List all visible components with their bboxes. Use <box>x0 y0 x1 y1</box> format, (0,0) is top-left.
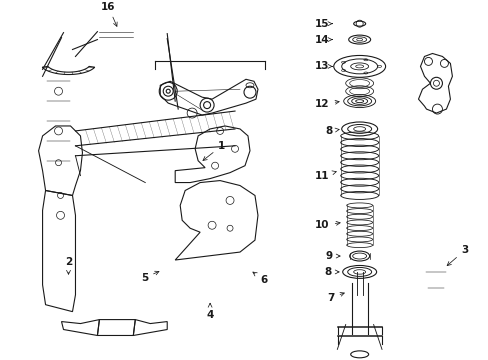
Text: 13: 13 <box>315 62 332 71</box>
Text: 12: 12 <box>315 99 339 109</box>
Text: 11: 11 <box>315 171 336 181</box>
Text: 10: 10 <box>315 220 340 230</box>
Text: 6: 6 <box>252 272 266 285</box>
Text: 1: 1 <box>203 141 225 161</box>
Text: 8: 8 <box>325 126 339 136</box>
Text: 15: 15 <box>315 19 332 29</box>
Text: 3: 3 <box>446 245 468 266</box>
Text: 4: 4 <box>206 303 213 320</box>
Text: 7: 7 <box>326 292 344 303</box>
Text: 8: 8 <box>324 267 338 277</box>
Text: 5: 5 <box>141 271 159 283</box>
Text: 9: 9 <box>325 251 339 261</box>
Text: 2: 2 <box>65 257 72 274</box>
Text: 16: 16 <box>101 2 117 26</box>
Text: 14: 14 <box>314 35 332 45</box>
